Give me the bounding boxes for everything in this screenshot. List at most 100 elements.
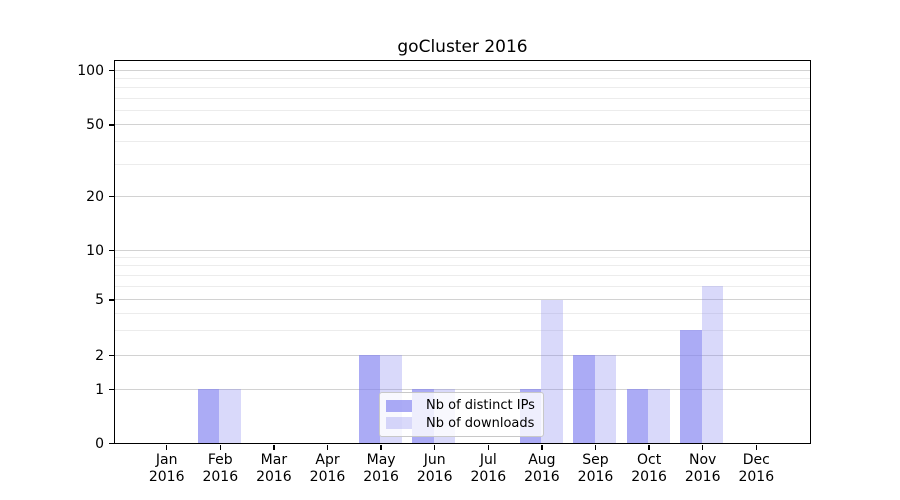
gridline-minor [114, 274, 810, 276]
month-label: Nov [689, 452, 717, 468]
bar-distinct-ips-nov [680, 330, 702, 443]
gridline-minor [114, 329, 810, 331]
bar-distinct-ips-oct [626, 389, 649, 443]
y-axis-tick [108, 195, 114, 198]
gridline-minor [114, 312, 810, 314]
bar-distinct-ips-sep [573, 355, 595, 443]
plot-area [113, 59, 811, 444]
x-axis-tick-label: Jan 2016 [132, 452, 202, 486]
month-label: Oct [636, 452, 662, 468]
bar-distinct-ips-may [358, 355, 381, 443]
x-axis-tick [487, 444, 490, 450]
y-axis-tick-label: 100 [77, 62, 104, 79]
year-label: 2016 [202, 469, 239, 485]
x-axis-tick-label: Nov 2016 [668, 452, 738, 486]
gridline-major [114, 195, 810, 197]
x-axis-tick [219, 444, 222, 450]
legend-entry-distinct-ips: Nb of distinct IPs [386, 398, 537, 413]
y-axis-tick-label: 5 [95, 292, 104, 308]
gridline-minor [114, 285, 810, 287]
month-label: Jun [423, 452, 446, 468]
month-label: Feb [207, 452, 233, 468]
y-axis-tick-label: 2 [95, 347, 104, 364]
x-axis-tick-label: Mar 2016 [239, 452, 309, 486]
year-label: 2016 [256, 469, 292, 485]
year-label: 2016 [148, 469, 185, 485]
x-axis-tick-label: Aug 2016 [507, 452, 577, 486]
x-axis-tick-label: Sep 2016 [561, 452, 631, 486]
year-label: 2016 [738, 469, 775, 485]
year-label: 2016 [524, 469, 560, 485]
x-axis-tick [326, 444, 329, 450]
bar-downloads-sep [594, 355, 617, 443]
year-label: 2016 [470, 469, 507, 485]
y-axis-tick-label: 20 [86, 188, 104, 205]
year-label: 2016 [577, 469, 614, 485]
gridline-major [114, 124, 810, 125]
x-axis-tick [648, 444, 650, 450]
y-axis-tick [108, 354, 114, 357]
month-label: Jul [479, 452, 497, 468]
legend-label-distinct-ips: Nb of distinct IPs [426, 398, 535, 414]
y-axis-tick-label: 0 [95, 435, 104, 452]
y-axis-tick [108, 442, 114, 445]
month-label: Jan [155, 452, 178, 468]
y-axis-tick-label: 10 [86, 242, 104, 259]
legend-label-downloads: Nb of downloads [426, 415, 535, 431]
y-axis-tick [108, 249, 114, 252]
x-axis-tick [755, 444, 758, 450]
x-axis-tick-label: May 2016 [346, 452, 416, 486]
gridline-minor [114, 163, 810, 165]
x-axis-tick-label: Feb 2016 [185, 452, 255, 486]
y-axis-tick [108, 299, 114, 301]
month-label: Apr [315, 452, 340, 468]
bar-downloads-oct [648, 389, 670, 443]
month-label: Aug [528, 452, 556, 468]
month-label: Dec [742, 452, 770, 468]
y-axis-tick [108, 69, 114, 72]
bar-downloads-feb [219, 389, 241, 443]
year-label: 2016 [631, 469, 667, 485]
bar-distinct-ips-feb [197, 389, 220, 443]
gridline-major [114, 69, 810, 71]
gridline-major [114, 249, 810, 251]
year-label: 2016 [684, 469, 721, 485]
gridline-minor [114, 257, 810, 259]
x-axis-tick-label: Jul 2016 [453, 452, 523, 486]
x-axis-tick-label: Apr 2016 [293, 452, 363, 486]
gridline-minor [114, 265, 810, 267]
x-axis-tick [541, 444, 543, 450]
y-axis-tick-label: 50 [86, 117, 104, 133]
bar-downloads-aug [541, 299, 563, 443]
x-axis-tick-label: Jun 2016 [400, 452, 470, 486]
month-label: May [366, 452, 396, 468]
y-axis-tick [108, 124, 114, 126]
year-label: 2016 [363, 469, 399, 485]
x-axis-tick [380, 444, 382, 450]
gridline-minor [114, 87, 810, 89]
x-axis-tick [594, 444, 597, 450]
x-axis-tick [273, 444, 275, 450]
gridline-major [114, 354, 810, 356]
x-axis-tick [701, 444, 704, 450]
x-axis-tick-label: Dec 2016 [721, 452, 791, 486]
y-axis-tick-label: 1 [95, 381, 104, 398]
month-label: Mar [260, 452, 288, 468]
chart-title: goCluster 2016 [397, 37, 528, 57]
y-axis-tick [108, 388, 114, 391]
gridline-minor [114, 141, 810, 143]
year-label: 2016 [416, 469, 453, 485]
x-axis-tick [165, 444, 168, 450]
gridline-minor [114, 97, 810, 99]
month-label: Sep [582, 452, 609, 468]
gridline-major [114, 299, 810, 300]
gridline-minor [114, 77, 810, 79]
x-axis-tick-label: Oct 2016 [614, 452, 684, 486]
legend: Nb of distinct IPs Nb of downloads [379, 392, 544, 437]
legend-entry-downloads: Nb of downloads [386, 416, 537, 431]
x-axis-tick [433, 444, 436, 450]
bar-downloads-nov [701, 286, 724, 443]
legend-swatch-distinct-ips-icon [386, 399, 412, 412]
year-label: 2016 [309, 469, 346, 485]
